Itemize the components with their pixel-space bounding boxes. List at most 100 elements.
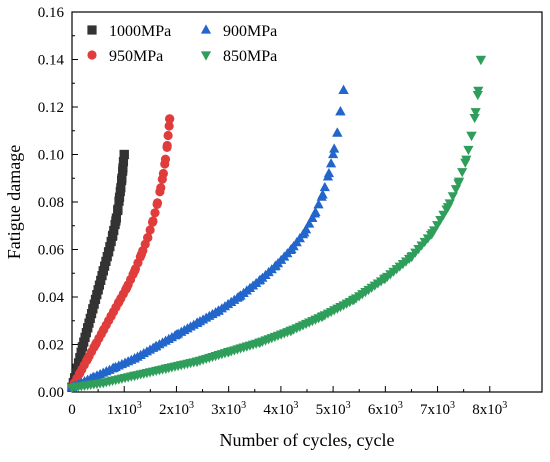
y-axis-title: Fatigue damage xyxy=(4,145,24,259)
trail-marker xyxy=(94,280,105,290)
trail-marker xyxy=(325,158,337,168)
x-tick-label: 3x103 xyxy=(211,400,246,418)
data-point xyxy=(87,372,98,382)
data-point xyxy=(234,291,245,301)
y-axis: 0.00 0.02 0.04 0.06 0.08 0.10 0.12 0.14 0.16 xyxy=(38,5,78,401)
trail-marker xyxy=(92,290,102,300)
data-point xyxy=(223,348,234,358)
x-tick-label: 2x103 xyxy=(159,400,194,418)
data-point xyxy=(108,230,118,240)
trail-marker xyxy=(457,168,468,178)
data-point xyxy=(75,368,85,378)
x-tick-label: 6x103 xyxy=(368,400,403,418)
trail-marker xyxy=(463,145,474,156)
legend-label: 900MPa xyxy=(223,23,277,40)
data-point xyxy=(473,86,484,96)
data-point xyxy=(114,192,125,202)
x-tick-label: 8x103 xyxy=(472,400,507,418)
x-tick-label: 7x103 xyxy=(420,400,455,418)
legend-label: 850MPa xyxy=(223,48,277,65)
data-point xyxy=(98,325,108,335)
data-point xyxy=(118,166,128,176)
data-point xyxy=(77,342,88,352)
data-point xyxy=(113,204,123,214)
series-900MPa xyxy=(66,84,349,391)
trail-marker xyxy=(109,225,119,236)
data-point xyxy=(93,285,103,295)
y-tick-label: 0.04 xyxy=(38,290,65,306)
data-point xyxy=(171,329,182,339)
trail-marker xyxy=(79,337,89,347)
data-point xyxy=(116,183,126,193)
legend-label: 1000MPa xyxy=(109,23,171,40)
trail-marker xyxy=(80,332,90,342)
series-850MPa xyxy=(66,55,486,393)
data-point xyxy=(427,229,438,239)
data-point xyxy=(103,247,114,257)
data-point xyxy=(453,179,464,189)
y-tick-label: 0.06 xyxy=(38,243,65,259)
data-point xyxy=(129,371,140,381)
data-point xyxy=(164,121,174,131)
y-tick-label: 0.14 xyxy=(38,53,65,69)
data-point xyxy=(475,55,486,66)
x-axis-title: Number of cycles, cycle xyxy=(220,430,395,450)
trail-marker xyxy=(90,294,101,304)
plot-frame xyxy=(71,11,543,393)
trail-marker xyxy=(469,113,480,124)
data-point xyxy=(152,199,162,209)
trail-marker xyxy=(89,299,99,309)
series-950MPa xyxy=(67,114,175,392)
legend-item: 900MPa xyxy=(200,23,277,40)
y-tick-label: 0.02 xyxy=(38,338,64,354)
data-point xyxy=(270,260,281,270)
data-point xyxy=(286,326,297,336)
data-point xyxy=(148,216,158,226)
trail-marker xyxy=(100,261,110,271)
legend-label: 950MPa xyxy=(109,48,163,65)
data-point xyxy=(143,233,153,243)
trail-marker xyxy=(150,208,160,218)
data-point xyxy=(213,305,224,315)
x-tick-label: 5x103 xyxy=(316,400,351,418)
trail-marker xyxy=(472,90,483,101)
trail-marker xyxy=(76,347,86,357)
legend-item: 1000MPa xyxy=(87,23,171,40)
x-tick-label: 0 xyxy=(68,402,76,418)
data-point xyxy=(323,167,335,178)
trail-marker xyxy=(105,242,115,252)
data-point xyxy=(160,154,171,164)
data-point xyxy=(150,341,161,351)
legend-marker xyxy=(87,25,97,35)
trail-marker xyxy=(84,318,94,328)
trail-marker xyxy=(313,199,324,209)
legend: 1000MPa 950MPa 900MPa 850MPa xyxy=(87,23,277,65)
data-point xyxy=(98,378,109,389)
x-tick-label: 1x103 xyxy=(107,400,142,418)
data-point xyxy=(442,203,454,213)
data-point xyxy=(122,282,132,293)
legend-marker xyxy=(200,51,212,61)
data-point xyxy=(72,363,82,373)
data-point xyxy=(160,364,172,374)
data-point xyxy=(406,253,417,263)
data-point xyxy=(317,312,328,322)
data-point xyxy=(328,148,339,159)
legend-item: 850MPa xyxy=(200,48,277,65)
data-point xyxy=(254,274,266,284)
data-point xyxy=(90,339,101,350)
data-point xyxy=(165,114,175,124)
data-point xyxy=(114,297,124,307)
trail-marker xyxy=(101,256,111,266)
data-point xyxy=(470,108,481,118)
trail-marker xyxy=(73,358,84,368)
legend-item: 950MPa xyxy=(87,48,163,65)
series-layer xyxy=(66,55,486,393)
y-tick-label: 0.00 xyxy=(38,385,64,401)
data-point xyxy=(299,227,310,237)
data-point xyxy=(254,338,266,348)
trail-marker xyxy=(106,236,116,247)
legend-marker xyxy=(200,24,212,34)
data-point xyxy=(83,323,93,333)
trail-marker xyxy=(329,143,340,153)
